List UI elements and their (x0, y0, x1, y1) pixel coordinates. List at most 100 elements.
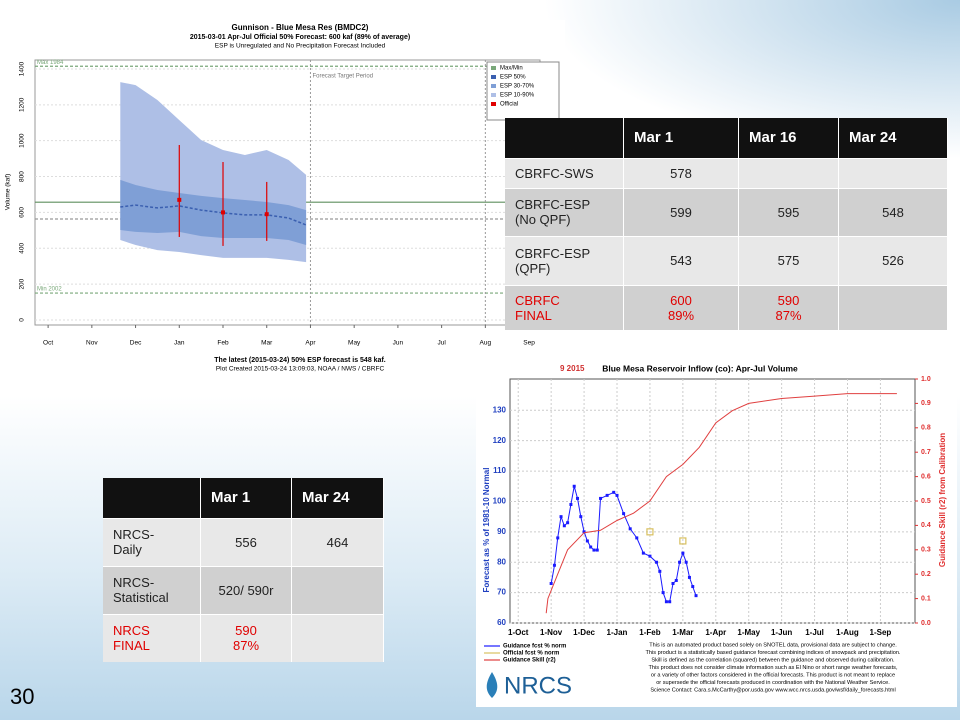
esp-50-line (120, 204, 307, 226)
esp-30-70-band (120, 179, 307, 245)
guidance-point (655, 560, 659, 564)
guidance-point (622, 512, 626, 516)
table-cell: 520/ 590r (200, 565, 292, 614)
chart-note: Skill is defined as the correlation (squ… (651, 657, 895, 663)
guidance-point (687, 575, 691, 579)
y2-tick-label: 0.8 (921, 425, 931, 432)
guidance-point (582, 530, 586, 534)
guidance-point (684, 560, 688, 564)
target-period-label: Forecast Target Period (312, 74, 373, 80)
table-cell: 590 87% (738, 284, 839, 330)
y2-tick-label: 1.0 (921, 376, 931, 383)
legend-swatch (491, 75, 496, 79)
table-row: NRCS- Statistical 520/ 590r (103, 565, 384, 614)
legend-label: ESP 30-70% (500, 84, 535, 90)
guidance-point (556, 536, 560, 540)
column-header: Mar 1 (623, 118, 739, 158)
guidance-point (579, 515, 583, 519)
guidance-point (635, 536, 639, 540)
data-table: Mar 1 Mar 16 Mar 24 CBRFC-SWS 578 CBRFC-ESP (… (505, 118, 948, 330)
table-cell (838, 157, 948, 188)
x-tick-label: 1-Jan (607, 628, 628, 637)
table-cell (291, 613, 384, 662)
x-tick-label: 1-Jun (771, 628, 792, 637)
x-tick-label: 1-May (737, 628, 760, 637)
column-header: Mar 24 (291, 478, 384, 518)
table-cell: 599 (623, 187, 739, 236)
chart-title: Gunnison - Blue Mesa Res (BMDC2) (232, 23, 369, 32)
y-tick-label: 120 (493, 436, 507, 445)
guidance-point (691, 585, 695, 589)
guidance-point (612, 490, 616, 494)
row-label: CBRFC-ESP (QPF) (505, 235, 624, 285)
x-tick-label: 1-Mar (672, 628, 693, 637)
chart-note: This product is a statistically based gu… (646, 650, 901, 656)
x-tick-label: 1-Oct (508, 628, 529, 637)
table-cell: 464 (291, 517, 384, 566)
x-tick-label: Mar (261, 340, 273, 347)
chart-note: or a variety of other factors considered… (651, 672, 895, 678)
legend-label: ESP 10-90% (500, 93, 535, 99)
y2-axis-label: Guidance Skill (r2) from Calibration (938, 433, 947, 567)
chart-note: ESP is Unregulated and No Precipitation … (215, 43, 386, 50)
legend-label: Official fcst % norm (503, 651, 559, 657)
row-label: NRCS FINAL (103, 613, 201, 662)
legend-label: Guidance fcst % norm (503, 644, 566, 650)
row-label: CBRFC-SWS (505, 157, 624, 188)
skill-line (545, 393, 897, 614)
table-cell: 543 (623, 235, 739, 285)
guidance-point (605, 493, 609, 497)
column-header: Mar 1 (200, 478, 292, 518)
guidance-point (566, 521, 570, 525)
official-point (264, 212, 269, 217)
corner-cell (505, 118, 624, 158)
table-row: CBRFC-ESP (No QPF) 599 595 548 (505, 187, 948, 236)
chart-note: or supersede the official forecasts prod… (656, 680, 890, 686)
guidance-point (615, 493, 619, 497)
table-cell: 556 (200, 517, 292, 566)
guidance-point (562, 524, 566, 528)
x-tick-label: Apr (305, 340, 316, 347)
x-tick-label: 1-Apr (705, 628, 726, 637)
legend-swatch (491, 84, 496, 88)
table-cell: 548 (838, 187, 948, 236)
table-cell: 590 87% (200, 613, 292, 662)
y-tick-label: 200 (19, 278, 26, 289)
slide-number: 30 (10, 684, 35, 709)
y-axis-label: Volume (kaf) (5, 174, 12, 211)
y2-tick-label: 0.1 (921, 595, 931, 602)
table-row: NRCS FINAL 590 87% (103, 613, 384, 662)
corner-cell (103, 478, 201, 518)
header-row: Mar 1 Mar 16 Mar 24 (505, 118, 948, 158)
y2-tick-label: 0.3 (921, 547, 931, 554)
header-row: Mar 1 Mar 24 (103, 478, 384, 518)
guidance-point (549, 581, 553, 585)
y2-tick-label: 0.4 (921, 522, 931, 529)
x-tick-label: Sep (523, 340, 535, 347)
y2-tick-label: 0.0 (921, 620, 931, 627)
y2-tick-label: 0.7 (921, 449, 931, 456)
x-tick-label: 1-Dec (573, 628, 595, 637)
guidance-point (674, 578, 678, 582)
guidance-point (589, 545, 593, 549)
guidance-point (668, 600, 672, 604)
legend-swatch (491, 102, 496, 106)
y-tick-label: 1000 (19, 133, 26, 148)
x-tick-label: Jul (437, 340, 446, 347)
y-tick-label: 80 (497, 557, 506, 566)
y-tick-label: 800 (19, 171, 26, 182)
y-tick-label: 100 (493, 497, 507, 506)
x-tick-label: Jan (174, 340, 185, 347)
guidance-point (681, 551, 685, 555)
y-tick-label: 70 (497, 588, 506, 597)
legend-label: Official (500, 102, 518, 108)
guidance-point (678, 560, 682, 564)
table-cell: 595 (738, 187, 839, 236)
row-label: NRCS- Statistical (103, 565, 201, 614)
guidance-point (569, 502, 573, 506)
data-table: Mar 1 Mar 24 NRCS- Daily 556 464 NRCS- Statis… (103, 478, 384, 662)
y2-tick-label: 0.2 (921, 571, 931, 578)
x-tick-label: Aug (480, 340, 492, 347)
guidance-point (694, 594, 698, 598)
